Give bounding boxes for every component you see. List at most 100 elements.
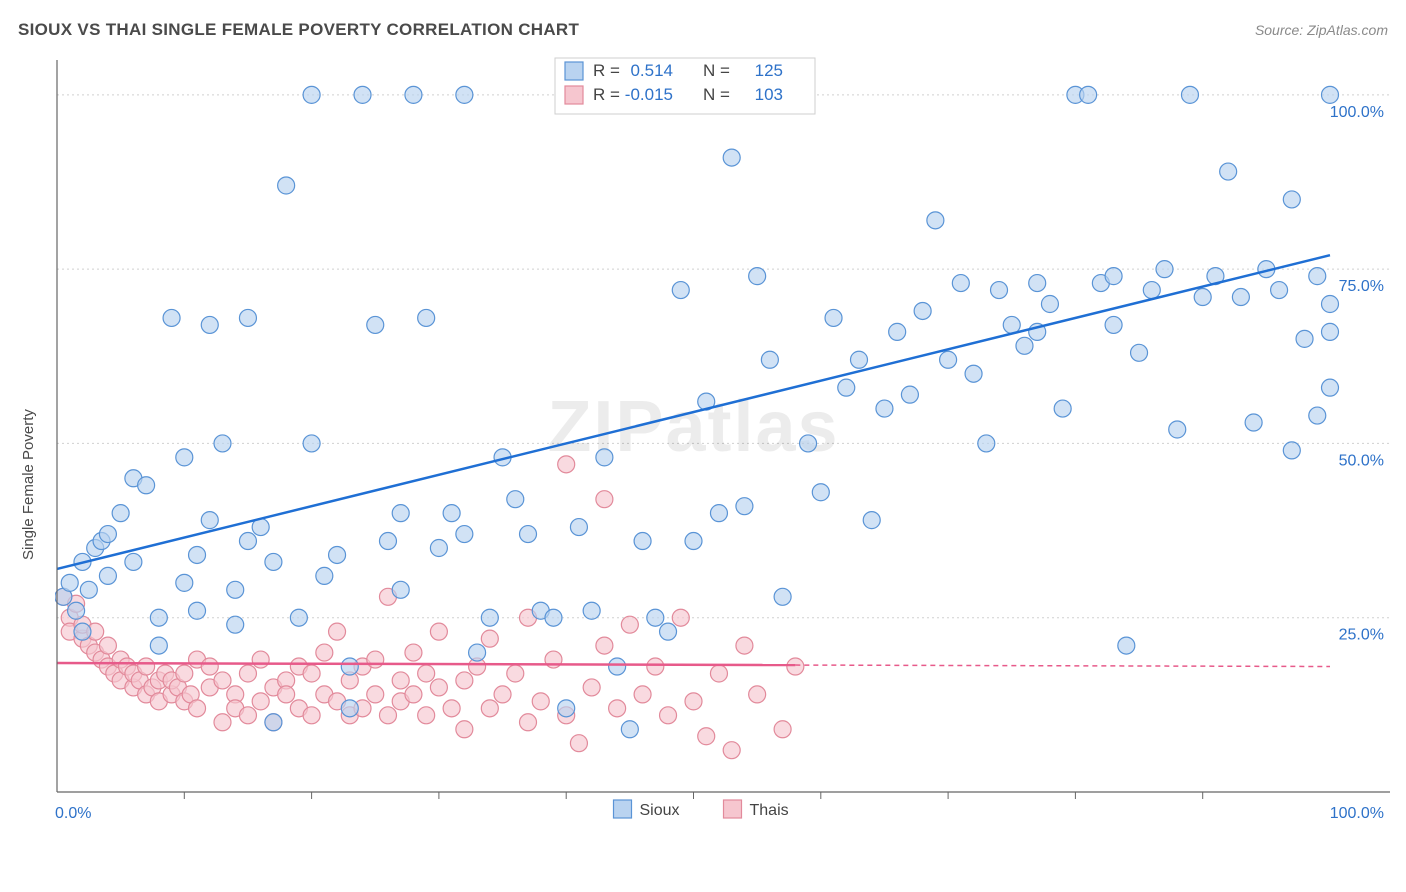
data-point — [812, 484, 829, 501]
data-point — [278, 177, 295, 194]
data-point — [710, 505, 727, 522]
data-point — [392, 581, 409, 598]
scatter-chart: 25.0%50.0%75.0%100.0%ZIPatlas0.0%100.0%R… — [55, 52, 1392, 882]
data-point — [316, 644, 333, 661]
data-point — [481, 609, 498, 626]
data-point — [150, 609, 167, 626]
data-point — [901, 386, 918, 403]
data-point — [303, 86, 320, 103]
data-point — [201, 316, 218, 333]
data-point — [68, 602, 85, 619]
data-point — [1322, 296, 1339, 313]
data-point — [341, 700, 358, 717]
y-axis-label: Single Female Poverty — [20, 409, 37, 560]
x-tick-label: 0.0% — [55, 805, 91, 822]
data-point — [660, 623, 677, 640]
data-point — [1181, 86, 1198, 103]
series-swatch — [724, 800, 742, 818]
data-point — [430, 679, 447, 696]
data-point — [927, 212, 944, 229]
data-point — [570, 519, 587, 536]
data-point — [1232, 289, 1249, 306]
data-point — [634, 533, 651, 550]
data-point — [634, 686, 651, 703]
data-point — [1283, 191, 1300, 208]
data-point — [660, 707, 677, 724]
data-point — [74, 623, 91, 640]
data-point — [1283, 442, 1300, 459]
data-point — [1220, 163, 1237, 180]
data-point — [800, 435, 817, 452]
data-point — [405, 644, 422, 661]
data-point — [99, 526, 116, 543]
data-point — [214, 435, 231, 452]
data-point — [761, 351, 778, 368]
x-tick-label: 100.0% — [1330, 805, 1384, 822]
data-point — [596, 491, 613, 508]
data-point — [405, 86, 422, 103]
data-point — [545, 609, 562, 626]
data-point — [710, 665, 727, 682]
data-point — [1118, 637, 1135, 654]
data-point — [952, 275, 969, 292]
data-point — [214, 714, 231, 731]
data-point — [430, 623, 447, 640]
data-point — [736, 637, 753, 654]
data-point — [418, 665, 435, 682]
data-point — [163, 309, 180, 326]
trend-line — [57, 255, 1330, 569]
data-point — [889, 323, 906, 340]
data-point — [1029, 275, 1046, 292]
data-point — [367, 686, 384, 703]
data-point — [685, 533, 702, 550]
data-point — [278, 686, 295, 703]
data-point — [672, 282, 689, 299]
data-point — [227, 616, 244, 633]
data-point — [685, 693, 702, 710]
data-point — [1131, 344, 1148, 361]
data-point — [647, 609, 664, 626]
data-point — [723, 742, 740, 759]
legend-r-value: 0.514 — [630, 61, 673, 80]
legend-n-label: N = — [703, 85, 730, 104]
data-point — [456, 672, 473, 689]
data-point — [978, 435, 995, 452]
data-point — [214, 672, 231, 689]
data-point — [303, 707, 320, 724]
data-point — [991, 282, 1008, 299]
data-point — [1322, 379, 1339, 396]
data-point — [723, 149, 740, 166]
data-point — [494, 686, 511, 703]
data-point — [189, 546, 206, 563]
data-point — [1271, 282, 1288, 299]
data-point — [367, 316, 384, 333]
data-point — [774, 721, 791, 738]
data-point — [303, 435, 320, 452]
data-point — [481, 700, 498, 717]
data-point — [1080, 86, 1097, 103]
legend-r-value: -0.015 — [625, 85, 673, 104]
data-point — [367, 651, 384, 668]
data-point — [239, 533, 256, 550]
data-point — [570, 735, 587, 752]
data-point — [176, 665, 193, 682]
source-attribution: Source: ZipAtlas.com — [1255, 22, 1388, 38]
legend-n-value: 103 — [755, 85, 783, 104]
data-point — [736, 498, 753, 515]
data-point — [520, 714, 537, 731]
data-point — [239, 665, 256, 682]
data-point — [430, 540, 447, 557]
legend-n-value: 125 — [755, 61, 783, 80]
data-point — [112, 505, 129, 522]
y-tick-label: 50.0% — [1339, 452, 1384, 469]
data-point — [507, 665, 524, 682]
data-point — [379, 707, 396, 724]
data-point — [1105, 268, 1122, 285]
data-point — [1309, 407, 1326, 424]
data-point — [481, 630, 498, 647]
data-point — [609, 658, 626, 675]
data-point — [265, 553, 282, 570]
data-point — [749, 268, 766, 285]
trend-line-extrapolated — [795, 665, 1330, 666]
data-point — [189, 602, 206, 619]
